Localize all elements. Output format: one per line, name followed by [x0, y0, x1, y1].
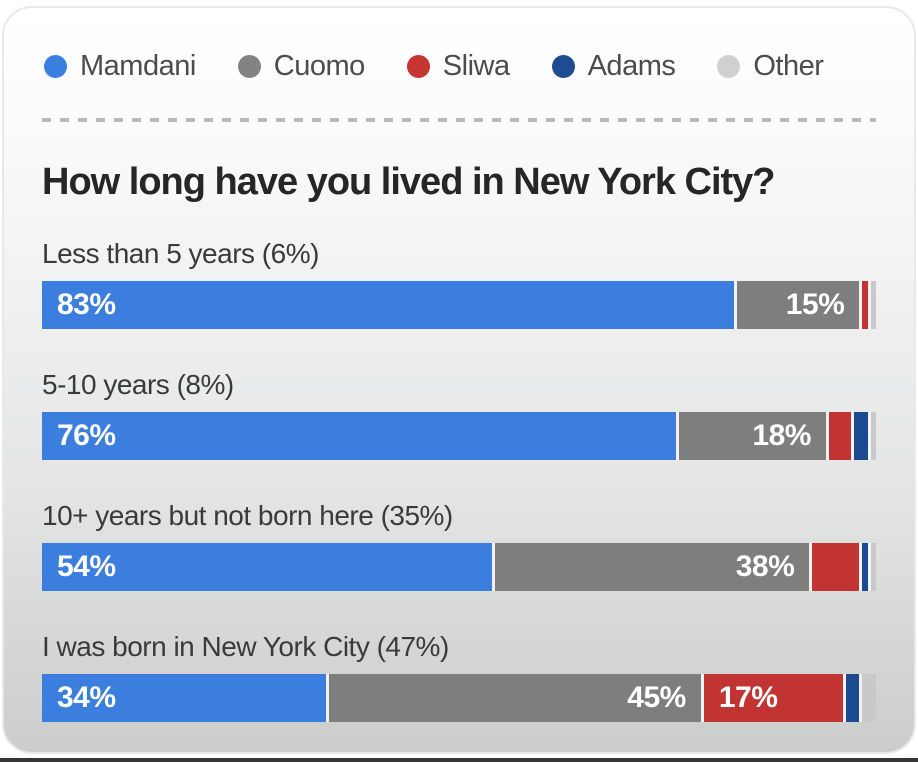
- segment-value-label: 18%: [752, 419, 811, 452]
- chart-title: How long have you lived in New York City…: [42, 161, 776, 203]
- bar-group: I was born in New York City (47%) 34% 45% 1…: [42, 629, 876, 722]
- bar-segment-sliwa: [825, 412, 851, 460]
- bar-segment-adams: [859, 543, 868, 591]
- bar-segment-cuomo: 45%: [325, 674, 701, 722]
- bar-segment-mamdani: 54%: [42, 543, 493, 591]
- chart-legend: Mamdani Cuomo Sliwa Adams Other: [44, 50, 876, 82]
- stacked-bar: 83% 15%: [42, 281, 876, 329]
- bar-segment-sliwa: [809, 543, 860, 591]
- legend-dot-icon: [44, 54, 67, 78]
- dashed-divider: [42, 118, 876, 122]
- bar-group: 5-10 years (8%) 76% 18%: [42, 367, 876, 460]
- segment-value-label: 15%: [785, 288, 845, 321]
- segment-value-label: 17%: [718, 681, 778, 714]
- segment-value-label: 83%: [57, 288, 116, 321]
- bar-segment-other: [867, 412, 876, 460]
- legend-item-adams: Adams: [551, 50, 676, 82]
- stacked-bar: 54% 38%: [42, 543, 876, 591]
- segment-value-label: 76%: [57, 419, 116, 452]
- bar-segment-cuomo: 38%: [492, 543, 810, 591]
- segment-value-label: 54%: [57, 550, 116, 583]
- category-label: 10+ years but not born here (35%): [42, 500, 453, 531]
- legend-dot-icon: [237, 54, 261, 78]
- bar-segment-cuomo: 18%: [675, 412, 826, 460]
- bar-segment-other: [867, 281, 876, 329]
- segment-value-label: 34%: [57, 681, 116, 714]
- legend-dot-icon: [406, 54, 430, 78]
- bar-segment-mamdani: 83%: [42, 281, 735, 329]
- legend-dot-icon: [717, 54, 741, 78]
- legend-dot-icon: [551, 54, 575, 78]
- bar-segment-mamdani: 34%: [42, 674, 326, 722]
- stacked-bar: 76% 18%: [42, 412, 876, 460]
- legend-item-sliwa: Sliwa: [406, 50, 510, 82]
- category-label: 5-10 years (8%): [42, 369, 234, 400]
- segment-value-label: 38%: [735, 550, 795, 583]
- bar-segment-adams: [842, 674, 860, 722]
- bar-segment-sliwa: 17%: [700, 674, 843, 722]
- legend-item-label: Other: [753, 50, 824, 82]
- bar-segment-cuomo: 15%: [734, 281, 860, 329]
- legend-item-mamdani: Mamdani: [44, 50, 196, 82]
- legend-item-label: Mamdani: [80, 50, 196, 82]
- category-label: I was born in New York City (47%): [42, 631, 449, 662]
- bar-segment-mamdani: 76%: [42, 412, 676, 460]
- bottom-edge-strip: [0, 758, 918, 762]
- chart-area: Less than 5 years (6%) 83% 15% 5-10 years (…: [42, 236, 876, 722]
- bar-group: Less than 5 years (6%) 83% 15%: [42, 236, 876, 329]
- category-label: Less than 5 years (6%): [42, 238, 319, 269]
- bar-segment-other: [859, 674, 876, 722]
- segment-value-label: 45%: [627, 681, 686, 714]
- bar-segment-other: [867, 543, 876, 591]
- poll-chart-card: Mamdani Cuomo Sliwa Adams Other How long hav…: [2, 6, 916, 754]
- bar-group: 10+ years but not born here (35%) 54% 38%: [42, 498, 876, 591]
- bar-segment-adams: [850, 412, 868, 460]
- legend-item-cuomo: Cuomo: [237, 50, 366, 82]
- stacked-bar: 34% 45% 17%: [42, 674, 876, 722]
- legend-item-label: Adams: [587, 50, 676, 82]
- legend-item-other: Other: [717, 50, 824, 82]
- bar-segment-sliwa: [859, 281, 868, 329]
- legend-item-label: Cuomo: [273, 50, 366, 82]
- legend-item-label: Sliwa: [442, 50, 510, 82]
